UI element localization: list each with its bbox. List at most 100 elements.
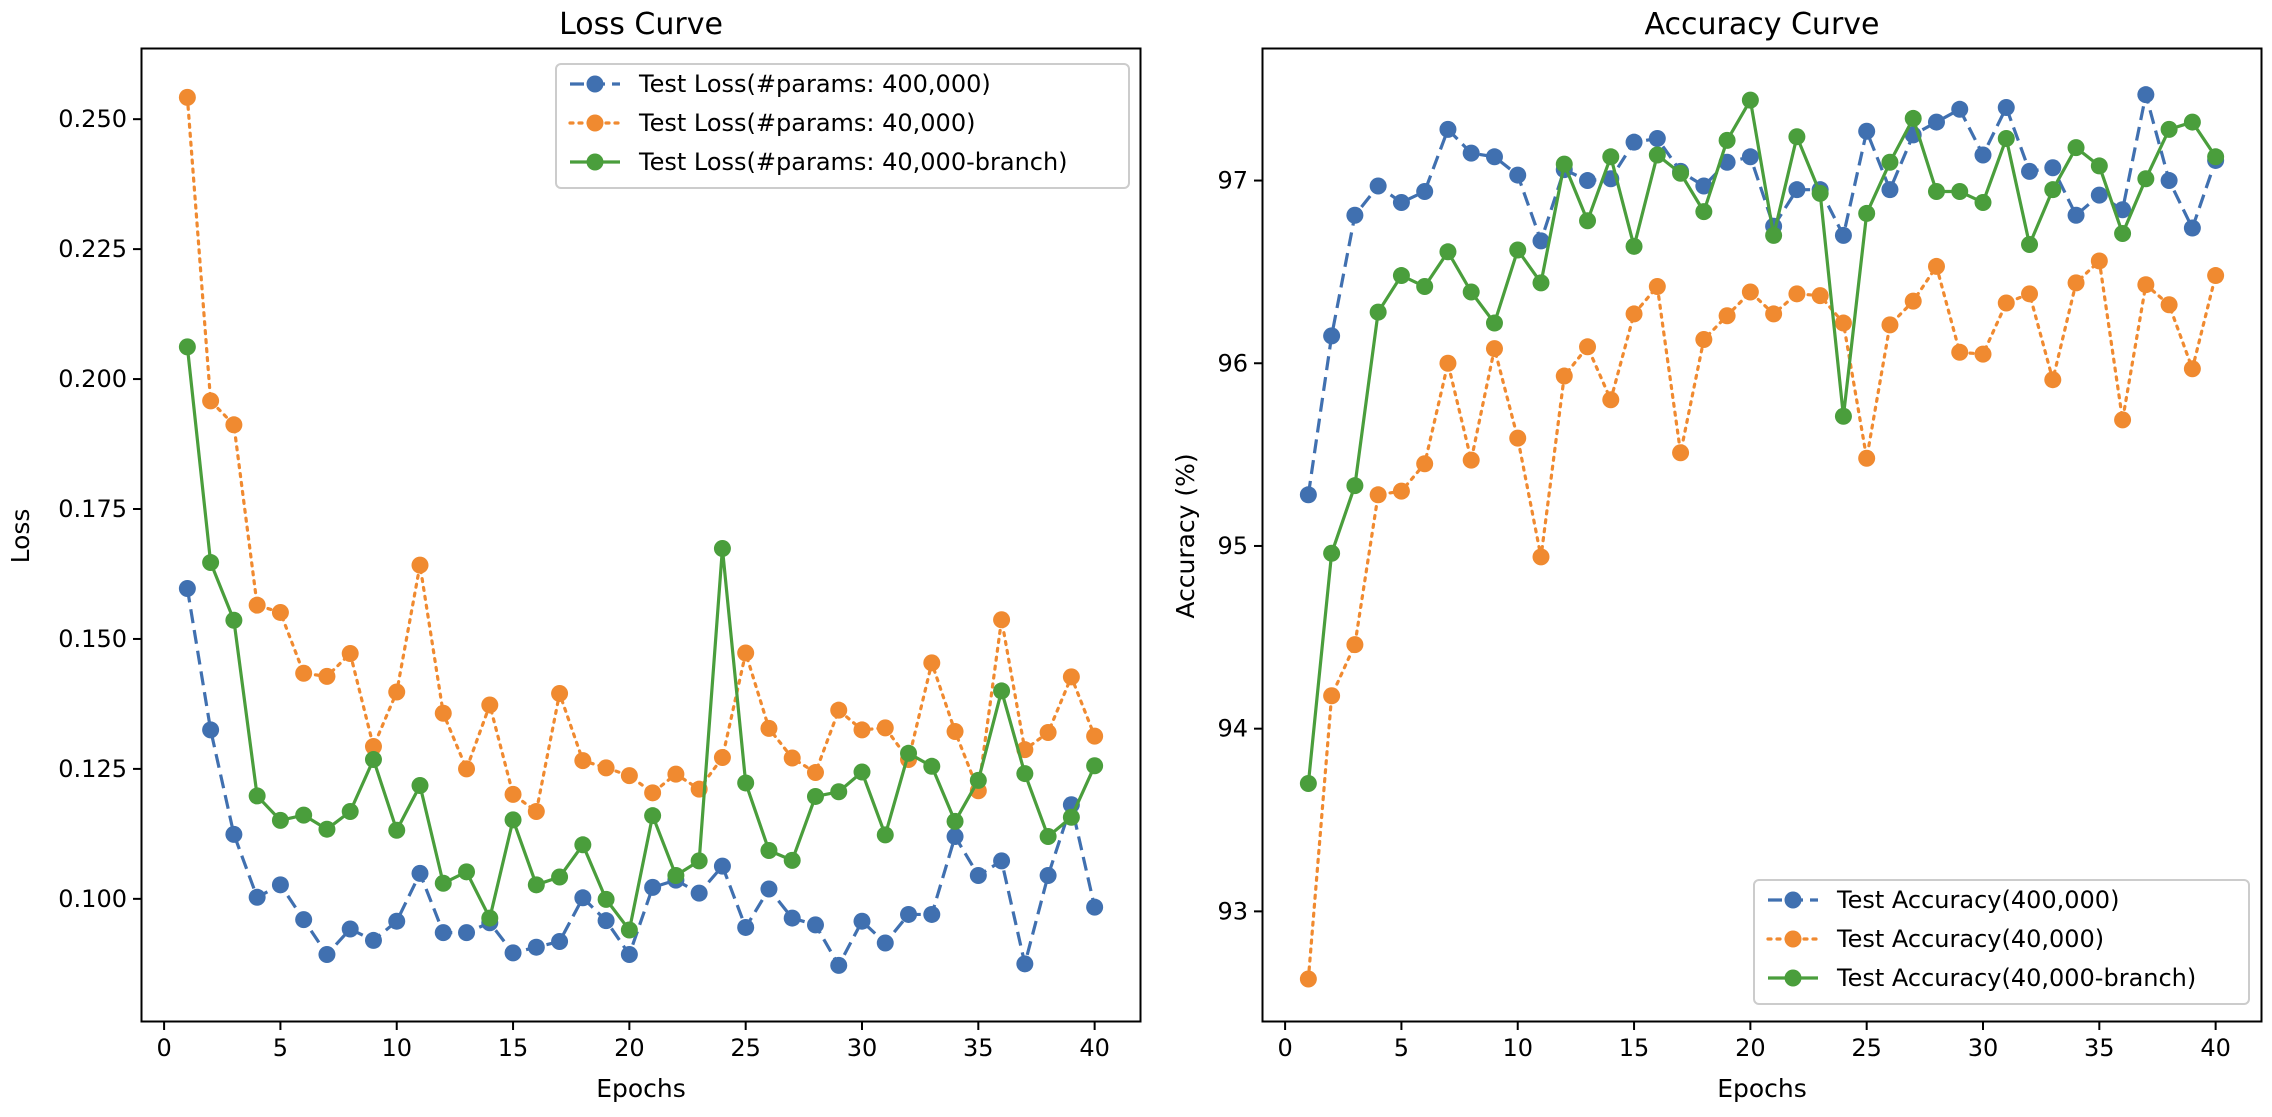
accuracy-series-0-point xyxy=(1579,172,1597,190)
accuracy-series-2-point xyxy=(1927,183,1945,201)
loss-xtick-label: 30 xyxy=(847,1034,878,1062)
accuracy-series-1-point xyxy=(1927,257,1945,275)
loss-series-1-point xyxy=(271,603,289,621)
accuracy-series-1-point xyxy=(1416,455,1434,473)
loss-series-0-point xyxy=(574,889,592,907)
accuracy-series-2-point xyxy=(1951,183,1969,201)
accuracy-series-0-point xyxy=(2160,172,2178,190)
accuracy-series-1-point xyxy=(1997,294,2015,312)
loss-series-1-point xyxy=(458,760,476,778)
loss-series-2-point xyxy=(364,751,382,769)
accuracy-series-0-point xyxy=(1648,130,1666,148)
accuracy-series-1-point xyxy=(1881,316,1899,334)
loss-series-2-point xyxy=(969,771,987,789)
accuracy-series-0-point xyxy=(1625,133,1643,151)
loss-series-0-point xyxy=(806,916,824,934)
accuracy-series-0-point xyxy=(2183,219,2201,237)
accuracy-ytick-label: 93 xyxy=(1217,897,1248,925)
accuracy-series-1-point xyxy=(2207,267,2225,285)
accuracy-series-2-point xyxy=(1741,91,1759,109)
accuracy-series-2-line xyxy=(1306,98,2217,784)
accuracy-series-0-point xyxy=(1532,232,1550,250)
loss-series-1-point xyxy=(946,722,964,740)
accuracy-series-0-point xyxy=(1323,327,1341,345)
accuracy-ytick-label: 95 xyxy=(1217,532,1248,560)
loss-series-2-point xyxy=(1016,765,1034,783)
loss-series-0-point xyxy=(923,905,941,923)
loss-series-1-point xyxy=(876,719,894,737)
loss-series-2-point xyxy=(620,921,638,939)
accuracy-series-0-point xyxy=(1741,148,1759,166)
accuracy-series-2-point xyxy=(1672,164,1690,182)
loss-series-0-point xyxy=(876,934,894,952)
accuracy-series-2-point xyxy=(1532,274,1550,292)
accuracy-series-0-point xyxy=(2067,206,2085,224)
accuracy-series-1-point xyxy=(1672,444,1690,462)
loss-series-0-point xyxy=(178,580,196,598)
accuracy-series-2-point xyxy=(2067,139,2085,157)
loss-chart-panel: Loss Curve Epochs Loss 0 5 10 15 20 25 30 35 400… xyxy=(6,7,1142,1103)
accuracy-series-1-point xyxy=(2137,276,2155,294)
loss-series-0-point xyxy=(458,924,476,942)
loss-series-1-point xyxy=(713,748,731,766)
accuracy-series-0-point xyxy=(1834,226,1852,244)
accuracy-series-0-point xyxy=(2044,159,2062,177)
accuracy-series-2-point xyxy=(1555,155,1573,173)
loss-series-0-point xyxy=(690,884,708,902)
accuracy-series-0-point xyxy=(1927,113,1945,131)
accuracy-series-0-point xyxy=(1997,98,2015,116)
accuracy-series-2-point xyxy=(1462,283,1480,301)
loss-series-0-point xyxy=(295,911,313,929)
accuracy-series-2-point xyxy=(1323,544,1341,562)
loss-series-1-point xyxy=(760,719,778,737)
loss-xtick-label: 5 xyxy=(273,1034,288,1062)
accuracy-series-2-point xyxy=(2090,157,2108,175)
loss-series-2-point xyxy=(388,821,406,839)
loss-legend-label-2: Test Loss(#params: 40,000-branch) xyxy=(638,148,1068,176)
loss-series-0-point xyxy=(225,825,243,843)
accuracy-series-0-point xyxy=(1951,100,1969,118)
accuracy-series-1-point xyxy=(2067,274,2085,292)
accuracy-legend-marker-2 xyxy=(1784,969,1802,987)
loss-legend: Test Loss(#params: 400,000) Test Loss(#pa… xyxy=(555,63,1130,189)
accuracy-series-2-point xyxy=(1579,212,1597,230)
accuracy-series-1-point xyxy=(1532,548,1550,566)
loss-series-2-point xyxy=(248,787,266,805)
accuracy-series-0-point xyxy=(2114,201,2132,219)
accuracy-xtick-label: 5 xyxy=(1394,1034,1409,1062)
loss-ytick-label: 0.125 xyxy=(58,755,127,783)
accuracy-series-0-point xyxy=(1881,181,1899,199)
loss-series-0-point xyxy=(1039,866,1057,884)
loss-series-1-point xyxy=(248,596,266,614)
loss-series-0-point xyxy=(434,924,452,942)
accuracy-xtick-label: 30 xyxy=(1968,1034,1999,1062)
accuracy-series-1-point xyxy=(1904,292,1922,310)
accuracy-ytick-label: 97 xyxy=(1217,167,1248,195)
accuracy-series-2-point xyxy=(1718,131,1736,149)
loss-series-0-point xyxy=(1016,955,1034,973)
loss-series-1-point xyxy=(388,683,406,701)
accuracy-legend-box xyxy=(1753,879,2250,1005)
accuracy-series-layer xyxy=(1299,86,2225,988)
loss-series-1-point xyxy=(644,784,662,802)
accuracy-series-0-point xyxy=(2090,186,2108,204)
accuracy-series-1-point xyxy=(1509,429,1527,447)
loss-series-1-point xyxy=(597,759,615,777)
accuracy-series-1-point xyxy=(2021,285,2039,303)
accuracy-axes-frame xyxy=(1261,47,2263,1023)
loss-series-2-point xyxy=(993,682,1011,700)
loss-series-1-point xyxy=(1039,724,1057,742)
accuracy-series-2-point xyxy=(1765,226,1783,244)
loss-series-1-point xyxy=(993,611,1011,629)
accuracy-series-0-point xyxy=(2137,86,2155,104)
loss-series-0-point xyxy=(946,827,964,845)
loss-series-1-point xyxy=(318,667,336,685)
loss-series-0-point xyxy=(248,888,266,906)
loss-series-2-point xyxy=(667,866,685,884)
loss-series-2-point xyxy=(318,820,336,838)
accuracy-chart-xlabel: Epochs xyxy=(1717,1074,1807,1103)
loss-series-1-point xyxy=(481,696,499,714)
loss-series-0-point xyxy=(993,852,1011,870)
loss-series-2-point xyxy=(271,811,289,829)
loss-ytick-label: 0.250 xyxy=(58,105,127,133)
